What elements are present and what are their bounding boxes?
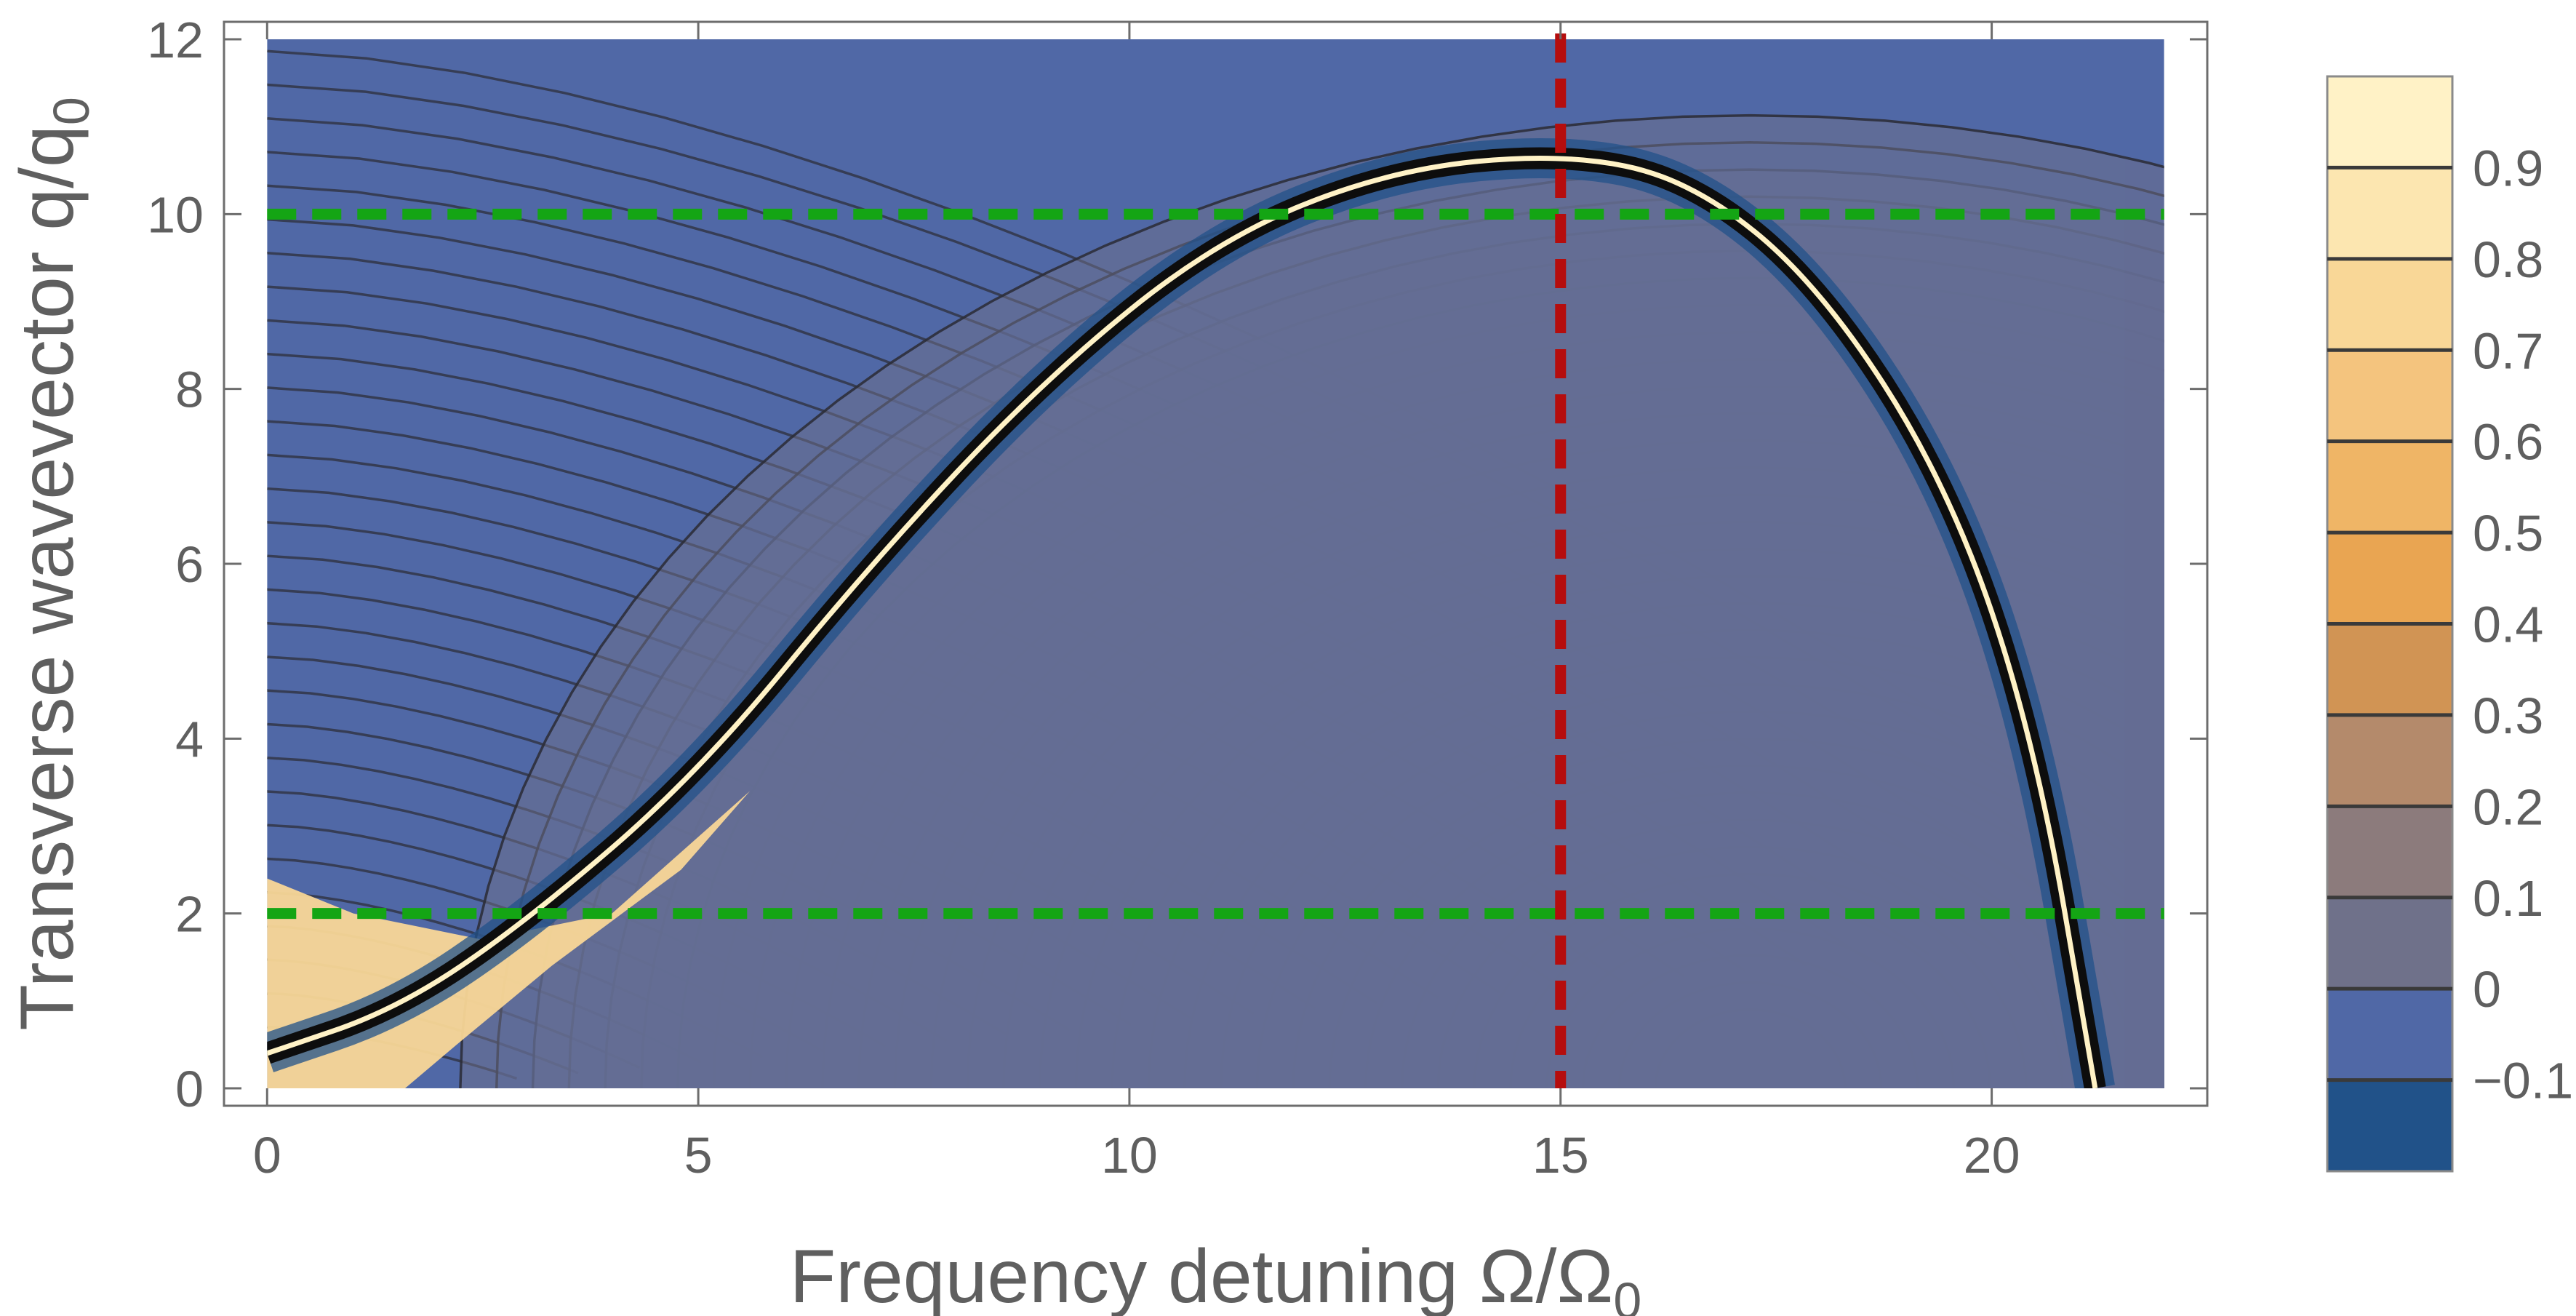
- colorbar-tick-label: 0.5: [2473, 505, 2543, 562]
- x-tick-label: 15: [1532, 1127, 1589, 1184]
- y-tick-label: 10: [147, 186, 204, 243]
- contour-line: [1473, 872, 2028, 1088]
- contour-line: [1328, 764, 2164, 1088]
- y-tick-label: 4: [175, 711, 204, 767]
- contour-field: [267, 39, 2164, 1088]
- contour-line: [1219, 683, 2164, 1088]
- contour-line: [748, 330, 2164, 1088]
- colorbar-band: [2327, 350, 2452, 442]
- contour-line: [857, 412, 2164, 1088]
- y-tick-label: 12: [147, 12, 204, 68]
- colorbar-band: [2327, 806, 2452, 898]
- colorbar-band: [2327, 1080, 2452, 1171]
- x-tick-label: 0: [253, 1127, 281, 1184]
- contour-line: [459, 113, 2164, 1088]
- contour-line: [267, 521, 1439, 999]
- contour-line: [1617, 981, 1883, 1088]
- contour-line: [267, 252, 1930, 956]
- contour-line: [893, 439, 2164, 1088]
- contour-line: [966, 493, 2164, 1088]
- contour-line: [676, 276, 2164, 1088]
- contour-line: [267, 319, 1807, 967]
- colorbar-band: [2327, 258, 2452, 351]
- colorbar-band: [2327, 714, 2452, 807]
- colorbar-tick-label: 0.1: [2473, 870, 2543, 927]
- colorbar-band: [2327, 533, 2452, 624]
- x-tick-label: 5: [684, 1127, 713, 1184]
- y-tick-label: 2: [175, 886, 204, 943]
- colorbar-band: [2327, 76, 2452, 168]
- contour-line: [1509, 900, 1991, 1088]
- contour-line: [1038, 547, 2164, 1088]
- contour-line: [267, 554, 1377, 1005]
- colorbar-tick-label: −0.1: [2473, 1053, 2573, 1109]
- y-axis-title: Transverse wavevector q/q0: [5, 97, 100, 1031]
- contour-line: [267, 49, 2164, 864]
- contour-line: [1581, 954, 1919, 1088]
- contour-line: [712, 303, 2164, 1088]
- contour-line: [1147, 629, 2164, 1088]
- contour-line: [1436, 845, 2064, 1088]
- colorbar-tick-label: 0.2: [2473, 778, 2543, 835]
- colorbar-tick-label: 0.6: [2473, 414, 2543, 471]
- contour-line: [1183, 655, 2164, 1088]
- y-tick-label: 6: [175, 536, 204, 593]
- contour-line: [267, 453, 1562, 989]
- colorbar-band: [2327, 167, 2452, 259]
- contour-line: [1111, 602, 2164, 1088]
- contour-line: [531, 168, 2164, 1088]
- x-tick-label: 20: [1964, 1127, 2020, 1184]
- contour-line: [785, 358, 2164, 1088]
- contour-line: [1002, 520, 2164, 1088]
- contour-line: [1074, 575, 2164, 1088]
- colorbar-band: [2327, 441, 2452, 533]
- ridge-crest: [267, 155, 2098, 1088]
- contour-line: [267, 352, 1746, 972]
- colorbar-band: [2327, 989, 2452, 1080]
- colorbar-tick-label: 0.9: [2473, 140, 2543, 196]
- y-axis-ticks: 0 2 4 6 8 10 12: [147, 12, 2207, 1117]
- colorbar-band: [2327, 623, 2452, 715]
- contour-line: [1255, 710, 2164, 1088]
- contour-line: [267, 218, 1992, 951]
- contour-line: [267, 285, 1869, 962]
- contour-line: [1545, 927, 1956, 1088]
- contour-line: [495, 141, 2164, 1088]
- contour-line: [567, 195, 2164, 1088]
- contour-line: [267, 83, 2164, 881]
- colorbar: 0.9 0.8 0.7 0.6 0.5 0.4 0.3 0.2 0.1 0 −0.1: [2326, 75, 2573, 1173]
- colorbar-band: [2327, 897, 2452, 989]
- contour-line: [267, 184, 2053, 945]
- contour-line: [267, 386, 1684, 978]
- x-axis-ticks: 0 5 10 15 20: [253, 22, 2020, 1184]
- colorbar-tick-label: 0: [2473, 961, 2501, 1018]
- y-tick-label: 8: [175, 362, 204, 418]
- colorbar-tick-label: 0.4: [2473, 597, 2543, 653]
- contour-line: [1654, 1008, 1847, 1088]
- contour-line: [267, 151, 2115, 940]
- y-tick-label: 0: [175, 1061, 204, 1117]
- contour-line: [267, 420, 1623, 983]
- colorbar-tick-label: 0.8: [2473, 231, 2543, 288]
- contour-line: [929, 466, 2164, 1088]
- colorbar-tick-label: 0.3: [2473, 687, 2543, 744]
- colorbar-tick-label: 0.7: [2473, 322, 2543, 379]
- x-tick-label: 10: [1101, 1127, 1158, 1184]
- contour-line: [267, 487, 1500, 994]
- reference-lines: [267, 33, 2164, 1088]
- x-axis-title: Frequency detuning Ω/Ω0: [790, 1235, 1642, 1316]
